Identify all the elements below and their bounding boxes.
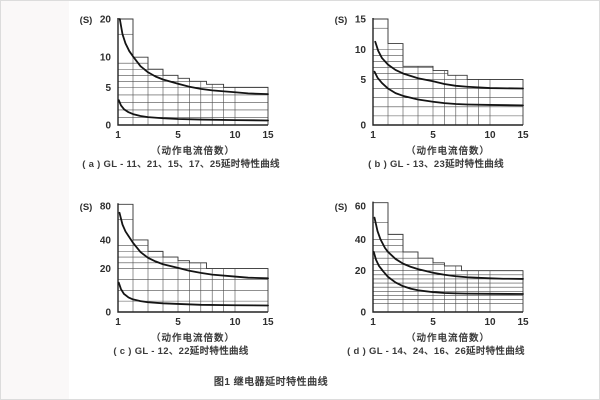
svg-text:5: 5 [175,130,181,141]
svg-text:20: 20 [100,15,112,26]
lower-limit-curve [117,281,269,307]
upper-limit-curve [118,211,269,280]
svg-text:5: 5 [430,317,436,328]
svg-text:(S): (S) [335,202,348,213]
svg-text:(S): (S) [80,15,93,26]
svg-text:1: 1 [115,130,121,141]
svg-text:15: 15 [262,317,274,328]
svg-text:20: 20 [100,264,112,275]
svg-text:0: 0 [105,308,111,319]
svg-text:（动作电流倍数）: （动作电流倍数） [151,145,235,155]
chart-d-caption: ( d ) GL - 14、24、16、26延时特性曲线 [347,346,525,357]
upper-limit-curve [373,216,524,280]
svg-text:0: 0 [360,308,366,319]
svg-text:20: 20 [355,266,367,277]
svg-text:1: 1 [115,317,121,328]
chart-panel-a: 0 5 10 20 1 5 10 15 (S) （动作电流倍数） ( a ) GL - 11、21… [56,7,306,193]
page-left-margin [1,1,69,399]
svg-text:10: 10 [229,130,241,141]
svg-text:5: 5 [360,75,366,86]
chart-b-caption: ( b ) GL - 13、23延时特性曲线 [368,159,504,170]
chart-panel-c: 0 20 40 80 1 5 10 15 (S) （动作电流倍数） ( c ) GL - 12、2… [56,194,306,380]
svg-text:0: 0 [360,121,366,132]
chart-panel-d: 0 20 40 60 1 5 10 15 (S) （动作电流倍数） ( d ) GL - 14、2… [311,194,561,380]
svg-text:1: 1 [370,130,376,141]
svg-text:80: 80 [100,202,112,213]
svg-text:10: 10 [100,53,112,64]
lower-limit-curve [373,70,524,107]
svg-text:15: 15 [355,15,367,26]
chart-c-caption: ( c ) GL - 12、22延时特性曲线 [113,346,249,357]
svg-text:（动作电流倍数）: （动作电流倍数） [151,332,235,342]
svg-text:10: 10 [484,130,496,141]
svg-text:（动作电流倍数）: （动作电流倍数） [406,332,490,342]
upper-limit-curve [374,40,524,90]
svg-text:0: 0 [105,121,111,132]
svg-text:10: 10 [355,45,367,56]
svg-text:5: 5 [175,317,181,328]
chart-panel-b: 0 5 10 15 1 5 10 15 (S) （动作电流倍数） ( b ) GL - 13、23… [311,7,561,193]
svg-text:5: 5 [105,83,111,94]
chart-a-caption: ( a ) GL - 11、21、15、17、25延时特性曲线 [82,159,280,170]
figure-caption: 图1 继电器延时特性曲线 [213,377,329,388]
upper-limit-curve [118,18,269,96]
svg-text:10: 10 [484,317,496,328]
svg-text:15: 15 [517,317,529,328]
svg-text:15: 15 [517,130,529,141]
svg-text:60: 60 [355,202,367,213]
svg-text:40: 40 [100,235,112,246]
svg-text:（动作电流倍数）: （动作电流倍数） [406,145,490,155]
svg-text:1: 1 [370,317,376,328]
svg-text:(S): (S) [335,15,348,26]
svg-text:5: 5 [430,130,436,141]
svg-text:40: 40 [355,235,367,246]
lower-limit-curve [117,99,269,122]
svg-text:(S): (S) [80,202,93,213]
lower-limit-curve [372,250,524,295]
svg-text:15: 15 [262,130,274,141]
svg-text:10: 10 [229,317,241,328]
